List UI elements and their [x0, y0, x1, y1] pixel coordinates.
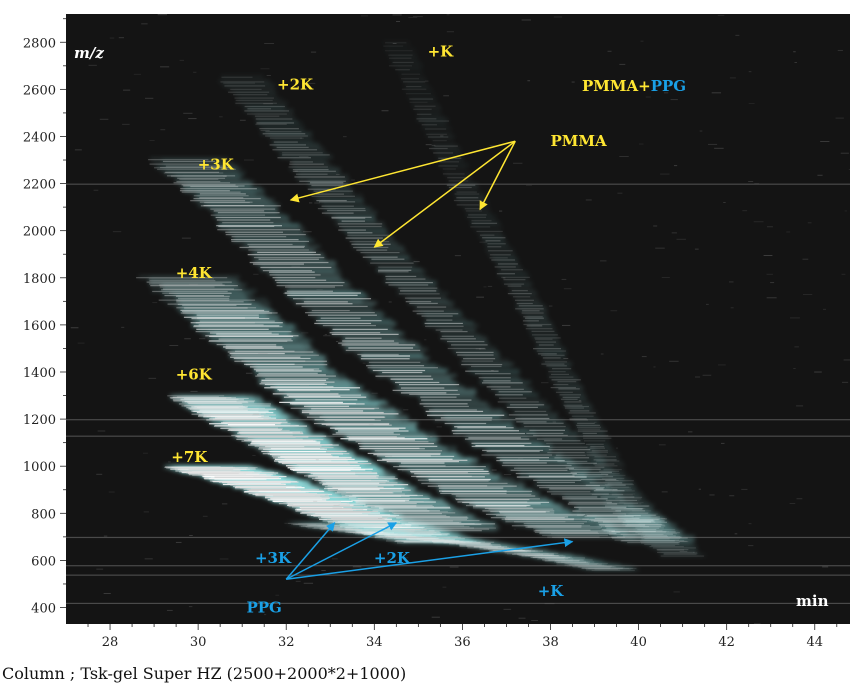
- x-tick-label-8: 44: [806, 635, 823, 650]
- band-label-2: +3K: [198, 156, 235, 174]
- axis-layer: 400 600 800 1000 1200 1400 1600 1800 2000 2200 240…: [23, 18, 838, 650]
- streak-3: [66, 536, 850, 539]
- band-label-1: +2K: [277, 76, 314, 94]
- y-tick-label-6: 1600: [23, 319, 56, 334]
- chart: PMMA +K +2K +3K +4K +6K +7K +3K +2K +K PPG 400 600…: [23, 14, 850, 650]
- streak-4: [66, 435, 850, 437]
- y-tick-label-10: 2400: [23, 130, 56, 145]
- y-tick-label-8: 2000: [23, 225, 56, 240]
- legend-entry-pmma: PMMA: [582, 77, 638, 95]
- y-tick-label-1: 600: [31, 554, 56, 569]
- band-label-7: +2K: [374, 549, 411, 567]
- label-layer: +K +2K +3K +4K +6K +7K +3K +2K +K PPG: [171, 43, 564, 617]
- x-tick-label-4: 36: [454, 635, 471, 650]
- y-tick-label-3: 1000: [23, 460, 56, 475]
- streak-2: [66, 565, 850, 567]
- band-5: [383, 42, 671, 539]
- x-tick-label-3: 34: [366, 635, 383, 650]
- x-axis-label: min: [796, 592, 829, 610]
- arrow-1-2: [286, 538, 574, 580]
- y-tick-label-0: 400: [31, 602, 56, 617]
- legend: PMMA+PPG: [582, 77, 686, 95]
- y-tick-label-4: 1200: [23, 413, 56, 428]
- legend-entry-ppg: PPG: [651, 77, 686, 95]
- band-label-0: +K: [428, 43, 455, 61]
- y-tick-label-12: 2800: [23, 36, 56, 51]
- noise: [70, 14, 850, 624]
- x-tick-label-6: 40: [630, 635, 647, 650]
- y-tick-label-7: 1800: [23, 272, 56, 287]
- y-axis-label: m/z: [74, 44, 104, 62]
- x-tick-label-0: 28: [102, 635, 119, 650]
- band-1: [167, 393, 500, 532]
- x-tick-label-5: 38: [542, 635, 559, 650]
- arrow-layer: PMMA: [285, 132, 607, 580]
- x-tick-label-2: 32: [278, 635, 295, 650]
- arrow-0-1: [373, 140, 516, 248]
- y-tick-label-11: 2600: [23, 83, 56, 98]
- arrow-1-0: [285, 522, 336, 580]
- band-label-6: +3K: [255, 549, 292, 567]
- band-label-3: +4K: [176, 264, 213, 282]
- band-label-4: +6K: [176, 365, 213, 383]
- arrow-1-1: [285, 522, 398, 580]
- arrow-label-0: PMMA: [550, 132, 606, 150]
- arrow-0-2: [479, 140, 516, 211]
- streak-0: [66, 602, 850, 605]
- arrow-0-0: [289, 140, 516, 203]
- band-label-8: +K: [538, 582, 565, 600]
- y-tick-label-5: 1400: [23, 366, 56, 381]
- band-label-9: PPG: [247, 599, 282, 617]
- column-caption: Column ; Tsk-gel Super HZ (2500+2000*2+1…: [2, 664, 407, 683]
- band-label-5: +7K: [171, 448, 208, 466]
- band-2: [136, 275, 638, 539]
- heatmap-layer: [70, 14, 850, 624]
- y-tick-label-9: 2200: [23, 178, 56, 193]
- streak-5: [66, 419, 850, 421]
- y-tick-label-2: 800: [31, 507, 56, 522]
- streak-1: [66, 574, 850, 576]
- legend-joiner: +: [638, 77, 651, 95]
- x-tick-label-7: 42: [718, 635, 735, 650]
- x-tick-label-1: 30: [190, 635, 207, 650]
